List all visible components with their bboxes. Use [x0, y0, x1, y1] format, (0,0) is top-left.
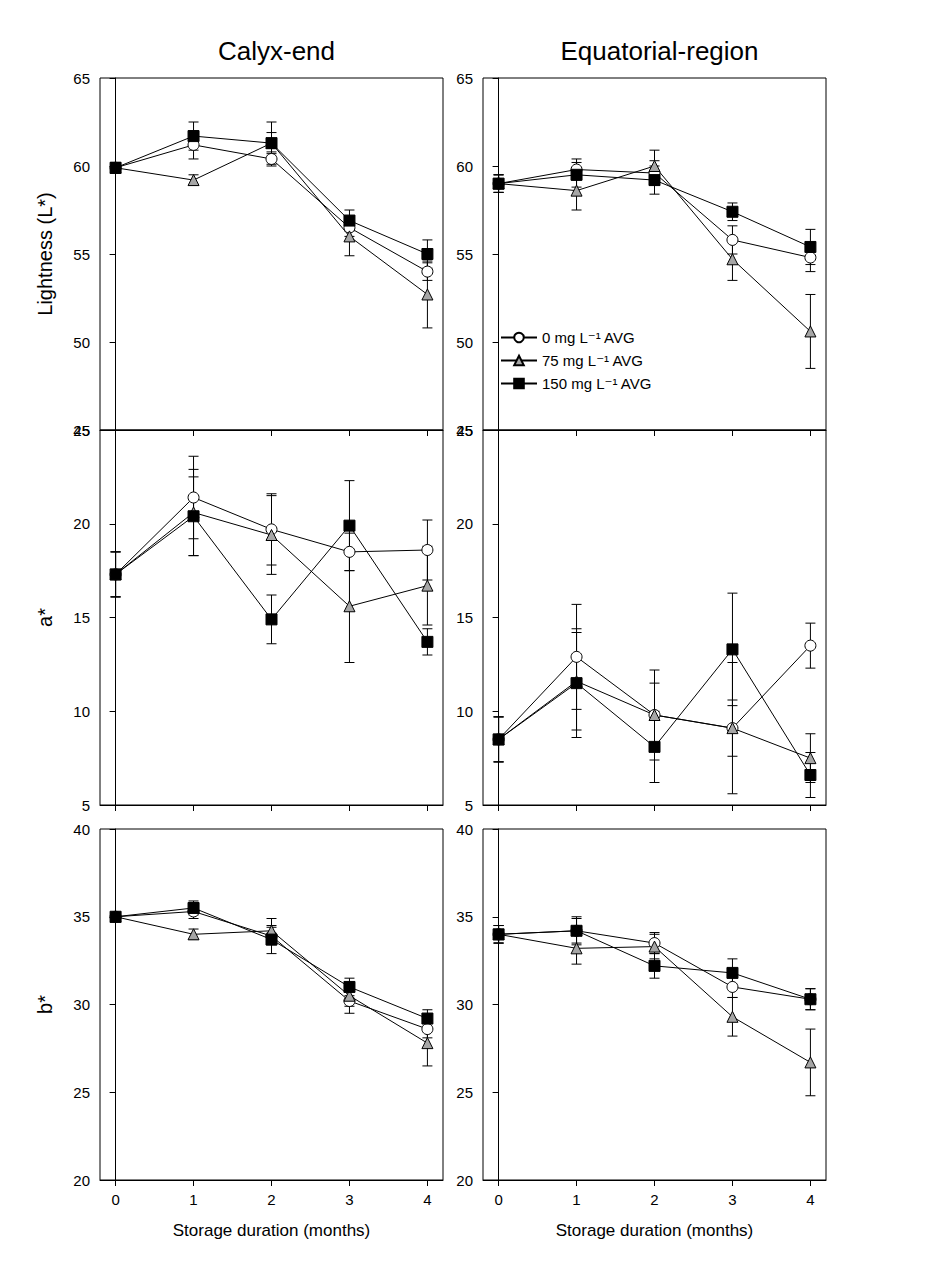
svg-text:25: 25 — [456, 1084, 473, 1101]
svg-text:0 mg L⁻¹ AVG: 0 mg L⁻¹ AVG — [542, 329, 635, 346]
svg-text:40: 40 — [73, 821, 90, 838]
svg-text:4: 4 — [423, 1191, 431, 1208]
svg-text:20: 20 — [456, 1172, 473, 1189]
svg-text:20: 20 — [73, 515, 90, 532]
svg-text:2: 2 — [650, 1191, 658, 1208]
svg-text:Equatorial-region: Equatorial-region — [560, 36, 758, 66]
svg-text:45: 45 — [456, 422, 473, 439]
svg-text:Storage duration (months): Storage duration (months) — [556, 1221, 754, 1240]
svg-text:2: 2 — [267, 1191, 275, 1208]
svg-text:15: 15 — [73, 609, 90, 626]
svg-text:50: 50 — [73, 334, 90, 351]
svg-text:b*: b* — [34, 995, 56, 1014]
svg-text:35: 35 — [456, 908, 473, 925]
svg-text:Storage duration (months): Storage duration (months) — [173, 1221, 371, 1240]
svg-text:50: 50 — [456, 334, 473, 351]
svg-text:65: 65 — [73, 70, 90, 87]
svg-text:Calyx-end: Calyx-end — [218, 36, 335, 66]
svg-text:45: 45 — [73, 422, 90, 439]
svg-text:75 mg L⁻¹ AVG: 75 mg L⁻¹ AVG — [542, 352, 643, 369]
svg-text:3: 3 — [728, 1191, 736, 1208]
svg-text:5: 5 — [465, 797, 473, 814]
svg-text:3: 3 — [345, 1191, 353, 1208]
svg-text:15: 15 — [456, 609, 473, 626]
svg-text:1: 1 — [189, 1191, 197, 1208]
svg-text:0: 0 — [111, 1191, 119, 1208]
svg-text:0: 0 — [494, 1191, 502, 1208]
svg-text:55: 55 — [456, 246, 473, 263]
svg-text:60: 60 — [73, 158, 90, 175]
svg-text:65: 65 — [456, 70, 473, 87]
svg-text:25: 25 — [73, 422, 90, 439]
svg-text:55: 55 — [73, 246, 90, 263]
svg-text:40: 40 — [456, 821, 473, 838]
svg-text:30: 30 — [73, 996, 90, 1013]
svg-text:a*: a* — [34, 608, 56, 627]
svg-text:60: 60 — [456, 158, 473, 175]
svg-text:35: 35 — [73, 908, 90, 925]
svg-text:4: 4 — [806, 1191, 814, 1208]
svg-text:25: 25 — [456, 422, 473, 439]
svg-text:Lightness (L*): Lightness (L*) — [34, 192, 56, 315]
svg-text:10: 10 — [456, 703, 473, 720]
svg-text:1: 1 — [572, 1191, 580, 1208]
svg-text:150 mg L⁻¹ AVG: 150 mg L⁻¹ AVG — [542, 375, 651, 392]
svg-text:20: 20 — [73, 1172, 90, 1189]
svg-text:20: 20 — [456, 515, 473, 532]
svg-text:10: 10 — [73, 703, 90, 720]
svg-text:25: 25 — [73, 1084, 90, 1101]
svg-text:30: 30 — [456, 996, 473, 1013]
svg-text:5: 5 — [82, 797, 90, 814]
